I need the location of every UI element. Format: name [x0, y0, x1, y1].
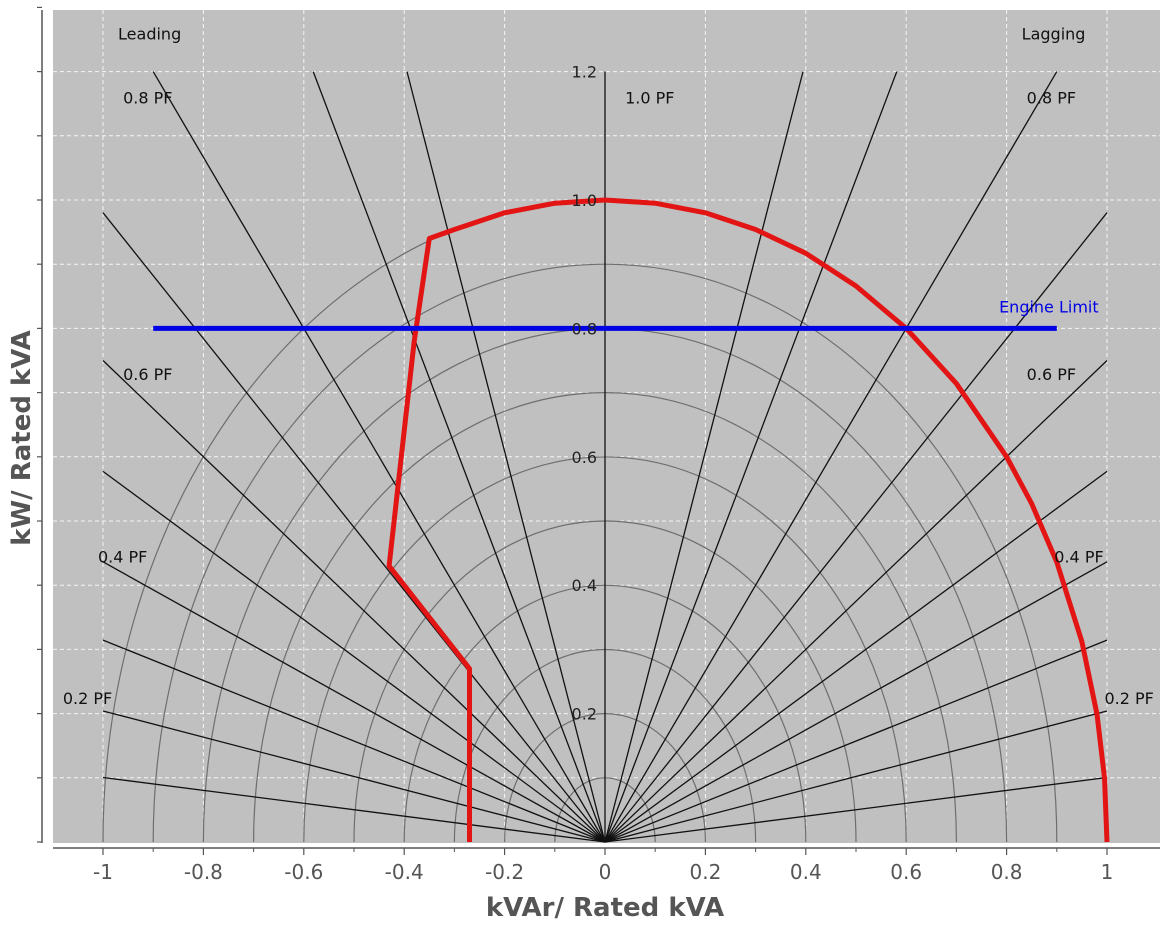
- pf-label: 0.8 PF: [123, 89, 172, 108]
- x-tick-label: -0.6: [284, 860, 323, 884]
- pf-line: [406, 71, 606, 843]
- x-tick-label: 0.2: [689, 860, 721, 884]
- axes: -1 -0.8 -0.6 -0.4 -0.2 0 0.2 0.4 0.6 0.8 1: [37, 6, 1160, 884]
- x-tick-label: 0.4: [790, 860, 822, 884]
- y-tick-label: 0.4: [572, 576, 597, 595]
- x-tick-label: 0.6: [890, 860, 922, 884]
- x-tick-label: 1: [1101, 860, 1114, 884]
- pf-label: 0.6 PF: [1027, 365, 1076, 384]
- x-axis-title: kVAr/ Rated kVA: [486, 893, 724, 923]
- engine-limit-label: Engine Limit: [999, 297, 1099, 316]
- pf-line: [604, 776, 1108, 843]
- pf-line: [102, 639, 606, 843]
- pf-line: [102, 212, 606, 843]
- x-tick-label: 0.8: [991, 860, 1023, 884]
- pf-line: [102, 776, 606, 843]
- pf-line: [152, 71, 606, 843]
- series-lines: [153, 197, 1110, 843]
- pf-line: [604, 71, 898, 843]
- pf-label: 1.0 PF: [625, 89, 674, 108]
- pf-line: [604, 360, 1108, 843]
- x-tick-label: 0: [599, 860, 612, 884]
- pf-label: 0.2 PF: [1104, 689, 1153, 708]
- y-tick-label: 0.6: [572, 448, 597, 467]
- y-tick-label: 0.2: [572, 705, 597, 724]
- pf-line: [102, 710, 606, 843]
- x-tick-label: -0.8: [184, 860, 223, 884]
- pf-line: [604, 639, 1108, 843]
- pf-line: [604, 470, 1108, 843]
- pf-line: [102, 360, 606, 843]
- y-axis-title: kW/ Rated kVA: [7, 330, 37, 546]
- pf-line: [102, 561, 606, 843]
- y-tick-label: 1.2: [572, 63, 597, 82]
- pf-lines: [102, 71, 1108, 843]
- plot-area: [53, 10, 1160, 843]
- pf-label: 0.4 PF: [1054, 548, 1103, 567]
- x-tick-label: -0.2: [485, 860, 524, 884]
- chart-labels: 0.8 PF 1.0 PF 0.8 PF 0.6 PF 0.6 PF 0.4 PF 0.4 …: [63, 25, 1154, 724]
- pf-line: [604, 710, 1108, 843]
- pf-label: 0.6 PF: [123, 365, 172, 384]
- pf-line: [312, 71, 606, 843]
- y-tick-label: 1.0: [572, 191, 597, 210]
- pf-line: [604, 561, 1108, 843]
- region-label: Lagging: [1022, 25, 1086, 44]
- pf-line: [604, 71, 1058, 843]
- pf-label: 0.2 PF: [63, 689, 112, 708]
- region-label: Leading: [118, 25, 181, 44]
- x-tick-label: -0.4: [385, 860, 424, 884]
- pf-label: 0.8 PF: [1027, 89, 1076, 108]
- y-tick-label: 0.8: [572, 319, 597, 338]
- pf-line: [102, 470, 606, 843]
- pf-line: [604, 212, 1108, 843]
- pf-line: [604, 71, 804, 843]
- pf-label: 0.4 PF: [98, 548, 147, 567]
- x-tick-label: -1: [93, 860, 113, 884]
- series-capability-curve: [386, 197, 1110, 843]
